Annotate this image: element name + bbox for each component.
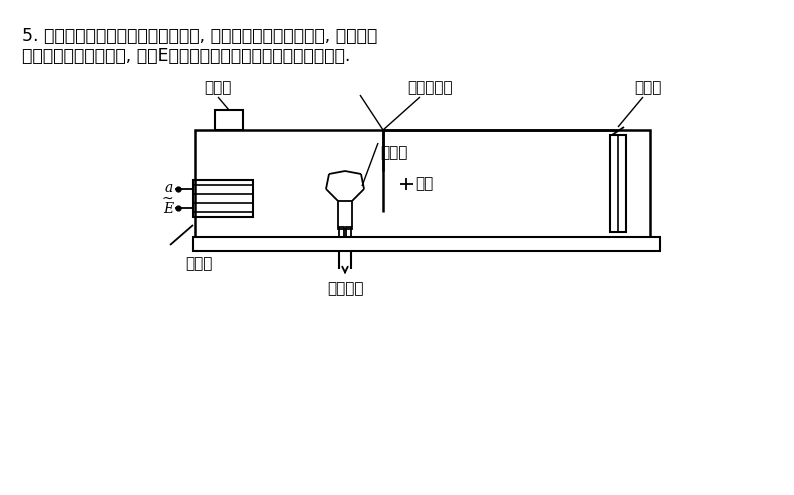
Text: 气室: 气室 bbox=[415, 176, 434, 191]
Bar bbox=[338, 201, 352, 229]
Text: 电磁铁: 电磁铁 bbox=[185, 256, 212, 271]
Bar bbox=[610, 135, 626, 232]
Text: a: a bbox=[164, 181, 173, 195]
Text: 弹性金属片: 弹性金属片 bbox=[407, 80, 453, 95]
Bar bbox=[215, 110, 243, 130]
Bar bbox=[339, 227, 344, 239]
Bar bbox=[193, 237, 660, 251]
Text: ~: ~ bbox=[161, 192, 173, 205]
Text: 小磁铁: 小磁铁 bbox=[204, 80, 232, 95]
Text: 空气导管: 空气导管 bbox=[327, 281, 363, 296]
Text: 5. 小文同学学习了有关的物理知识后, 设想制作一个电动充气泵, 她画出了: 5. 小文同学学习了有关的物理知识后, 设想制作一个电动充气泵, 她画出了 bbox=[22, 27, 377, 45]
Text: 固定端: 固定端 bbox=[634, 80, 661, 95]
Bar bbox=[193, 180, 253, 217]
Bar bbox=[195, 130, 650, 237]
Bar bbox=[346, 227, 351, 239]
Text: E: E bbox=[163, 202, 173, 216]
Text: 橡皮碗: 橡皮碗 bbox=[380, 145, 407, 160]
Text: 如图所示的结构示意图, 图中E为电流大小和方向都不断变化的交流电.: 如图所示的结构示意图, 图中E为电流大小和方向都不断变化的交流电. bbox=[22, 47, 350, 65]
